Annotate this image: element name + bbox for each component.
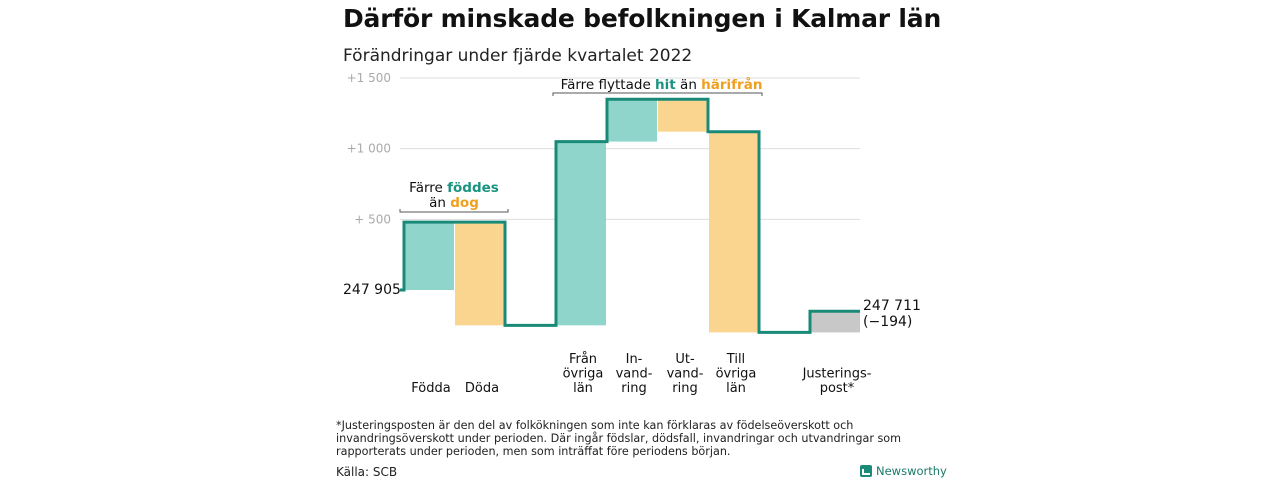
category-label: ring [621, 381, 646, 396]
category-label: län [573, 381, 593, 396]
category-label: In- [626, 352, 643, 367]
category-label: Från [569, 352, 597, 367]
waterfall-bar [709, 131, 759, 333]
category-label: vand- [616, 367, 653, 382]
end-change-label: (−194) [863, 314, 912, 330]
source-label: Källa: SCB [336, 465, 398, 479]
category-label: Födda [411, 381, 450, 396]
end-value-label: 247 711 [863, 298, 921, 314]
step-line [400, 97, 860, 334]
waterfall-bar [404, 222, 454, 290]
category-label: vand- [667, 367, 704, 382]
annotation-bracket [552, 92, 763, 96]
annotation-bracket [399, 209, 509, 213]
category-label: ring [672, 381, 697, 396]
brand-logo: Newsworthy [860, 464, 947, 478]
waterfall-bar [810, 311, 860, 333]
annotation-migration: Färre flyttade hit än härifrån [561, 76, 763, 93]
annotation-births-deaths: Färre föddes [409, 180, 499, 196]
y-tick-label: +1 000 [347, 142, 391, 156]
category-label: Justerings- [802, 367, 872, 382]
chart-title: Därför minskade befolkningen i Kalmar lä… [343, 4, 942, 33]
y-tick-label: + 500 [354, 212, 391, 226]
y-tick-label: +1 500 [347, 71, 391, 85]
category-label: Ut- [675, 352, 695, 367]
footnote: *Justeringsposten är den del av folkökni… [336, 419, 902, 458]
waterfall-bar [607, 99, 657, 142]
newsworthy-logo-icon [860, 465, 872, 477]
category-label: Döda [465, 381, 499, 396]
annotation-births-deaths-line2: än dog [429, 195, 479, 211]
brand-name: Newsworthy [876, 464, 947, 478]
chart-subtitle: Förändringar under fjärde kvartalet 2022 [343, 46, 693, 66]
category-label: övriga [716, 367, 757, 382]
category-label: övriga [563, 367, 604, 382]
waterfall-bar [556, 141, 606, 326]
waterfall-bar [658, 99, 708, 132]
category-label: post* [820, 381, 855, 396]
category-label: län [726, 381, 746, 396]
category-label: Till [726, 352, 745, 367]
waterfall-bar [455, 222, 505, 326]
start-value-label: 247 905 [343, 282, 401, 298]
